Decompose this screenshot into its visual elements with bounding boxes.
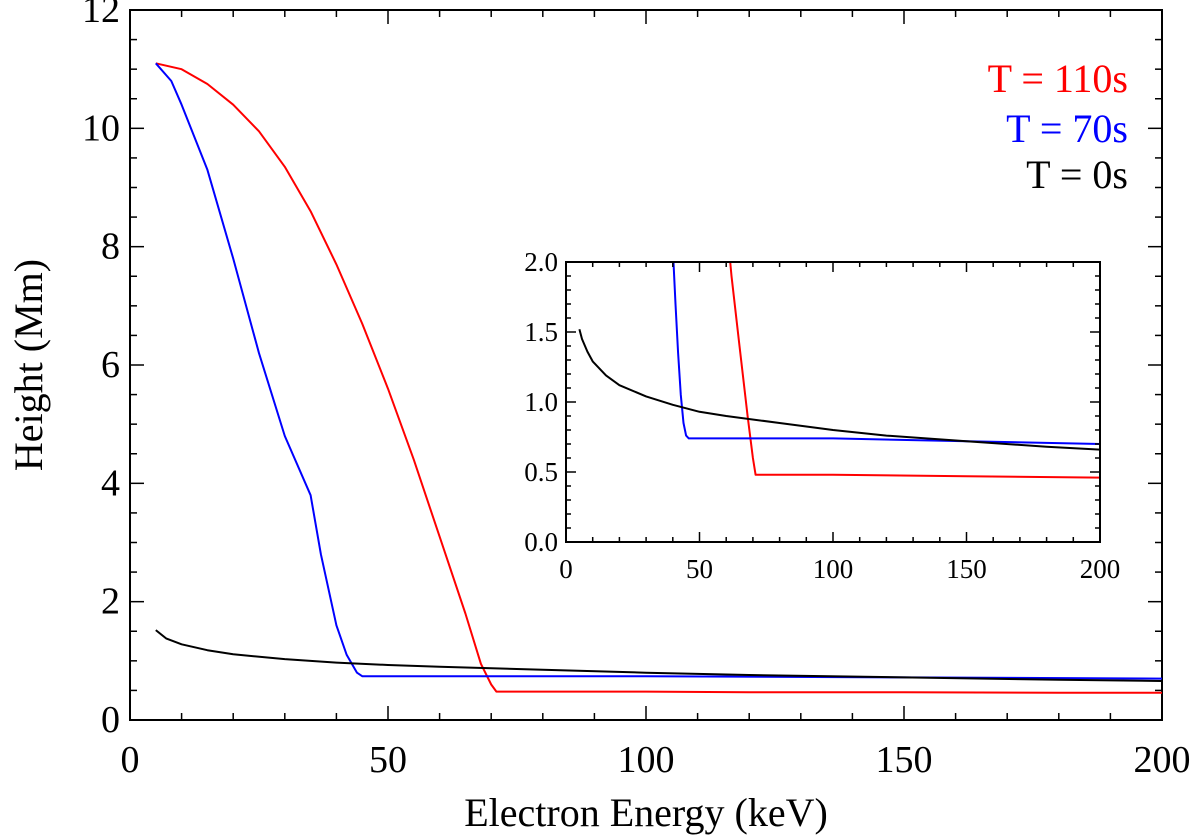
inset-x-tick-label: 0: [559, 554, 573, 584]
main-ticks: [129, 9, 1163, 721]
y-axis-title: Height (Mm): [6, 259, 51, 471]
inset-curves: [578, 262, 1100, 479]
main-y-tick-label: 8: [101, 226, 120, 268]
legend: T = 110s T = 70s T = 0s: [988, 56, 1128, 197]
main-y-tick-label: 10: [82, 107, 120, 149]
main-plot: 0 50 100 150 200 0 2 4 6 8 10 12: [82, 0, 1191, 781]
inset-x-tick-label: 100: [813, 554, 854, 584]
inset-x-tick-label: 50: [686, 554, 713, 584]
main-x-tick-label: 100: [618, 739, 675, 781]
main-x-tick-label: 50: [369, 739, 407, 781]
main-y-tick-label: 6: [101, 344, 120, 386]
inset-y-tick-label: 0.0: [524, 527, 558, 557]
main-x-tick-label: 150: [876, 739, 933, 781]
main-y-tick-label: 0: [101, 699, 120, 741]
main-tick-labels: 0 50 100 150 200 0 2 4 6 8 10 12: [82, 0, 1191, 781]
inset-ticks: [565, 261, 1101, 543]
inset-background: [566, 262, 1100, 542]
main-x-tick-label: 200: [1134, 739, 1191, 781]
inset-series-t-110s: [729, 262, 1100, 479]
main-x-tick-label: 0: [121, 739, 140, 781]
legend-entry-t110: T = 110s: [988, 56, 1128, 101]
legend-entry-t70: T = 70s: [1006, 106, 1128, 151]
inset-plot: 0 50 100 150 200 0.0 0.5 1.0 1.5 2.0: [524, 247, 1120, 584]
main-y-tick-label: 4: [101, 462, 120, 504]
main-series-t-0s: [155, 629, 1162, 682]
main-y-tick-label: 12: [82, 0, 120, 31]
inset-x-tick-label: 200: [1080, 554, 1121, 584]
inset-y-tick-label: 1.5: [524, 317, 558, 347]
inset-series-t-70s: [672, 262, 1100, 445]
inset-y-tick-label: 2.0: [524, 247, 558, 277]
main-y-tick-label: 2: [101, 581, 120, 623]
main-series-t-110s: [155, 62, 1162, 694]
main-curves: [155, 62, 1162, 694]
inset-y-tick-label: 0.5: [524, 457, 558, 487]
inset-series-t-0s: [578, 328, 1100, 451]
inset-x-tick-label: 150: [946, 554, 987, 584]
x-axis-title: Electron Energy (keV): [464, 790, 828, 835]
main-series-t-70s: [155, 62, 1162, 680]
inset-y-tick-label: 1.0: [524, 387, 558, 417]
inset-tick-labels: 0 50 100 150 200 0.0 0.5 1.0 1.5 2.0: [524, 247, 1120, 584]
legend-entry-t0: T = 0s: [1026, 152, 1128, 197]
